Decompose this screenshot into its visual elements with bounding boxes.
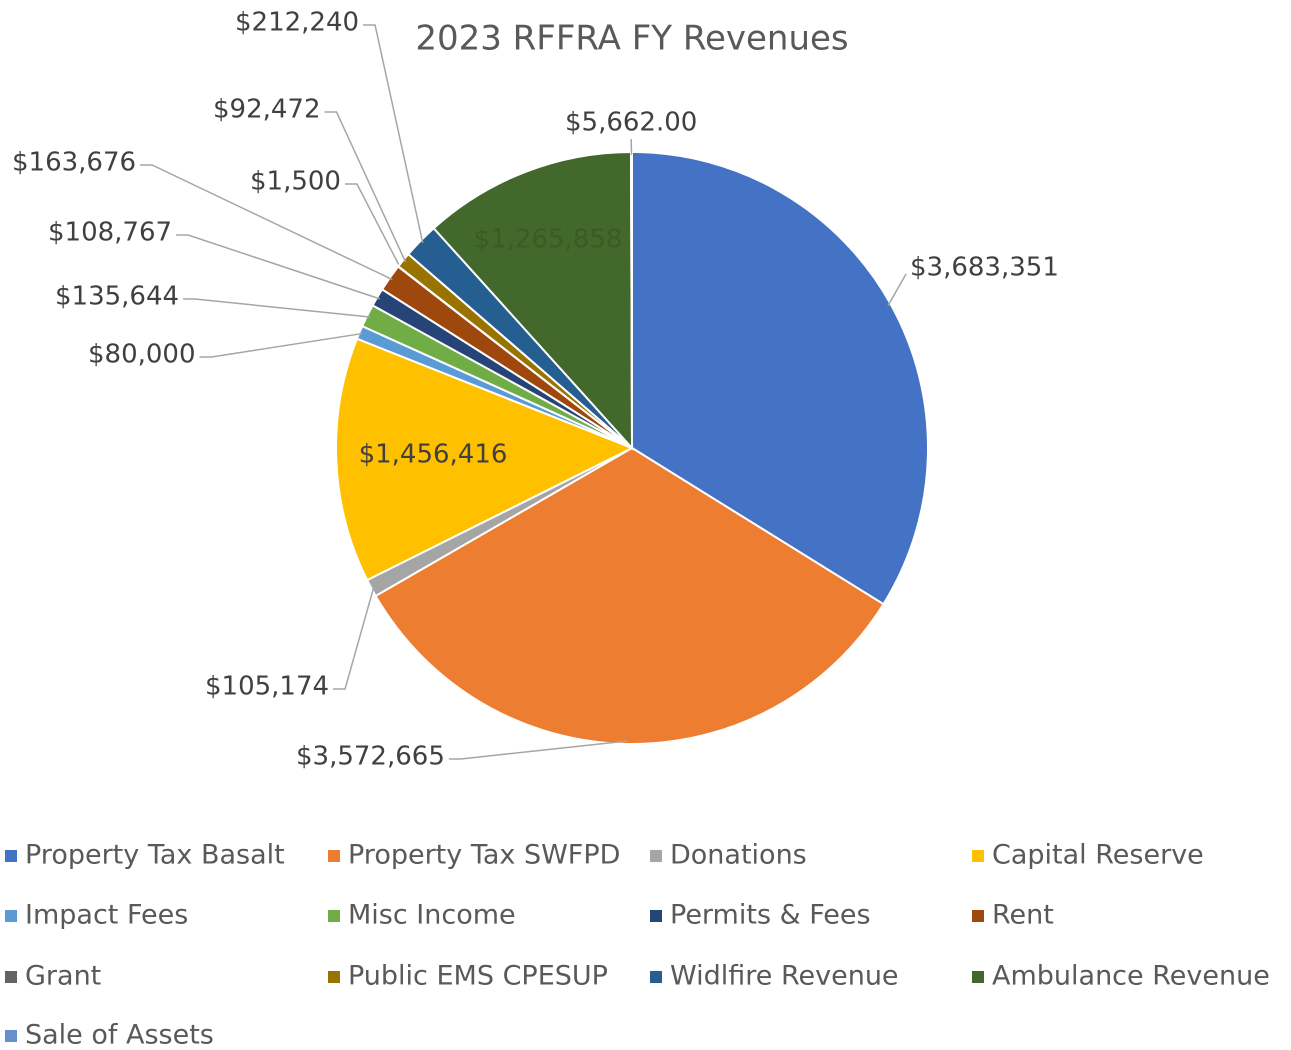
leader-line <box>183 298 370 318</box>
pie-slice <box>630 150 633 449</box>
leader-line <box>324 111 407 263</box>
legend-swatch <box>5 1030 17 1042</box>
legend-swatch <box>5 910 17 922</box>
legend-swatch <box>5 971 17 983</box>
leader-line <box>176 234 381 300</box>
leader-line <box>887 273 907 306</box>
leader-line <box>363 24 424 244</box>
data-label: $3,683,351 <box>910 253 1059 283</box>
data-label: $108,767 <box>48 218 172 248</box>
data-label: $212,240 <box>235 8 359 38</box>
legend-label: Donations <box>670 840 807 871</box>
legend-swatch <box>650 910 662 922</box>
data-label: $105,174 <box>205 672 329 702</box>
data-label: $1,456,416 <box>359 440 508 470</box>
data-label: $92,472 <box>213 95 321 125</box>
legend-label: Property Tax SWFPD <box>348 840 620 871</box>
legend-swatch <box>5 850 17 862</box>
pie-slice <box>335 337 635 582</box>
legend-swatch <box>328 850 340 862</box>
pie-slice <box>631 150 929 606</box>
legend-label: Sale of Assets <box>25 1020 214 1050</box>
legend-label: Impact Fees <box>25 900 188 931</box>
leader-line <box>199 332 363 358</box>
legend-swatch <box>328 971 340 983</box>
data-label: $1,500 <box>250 167 341 197</box>
legend-swatch <box>972 971 984 983</box>
legend-label: Rent <box>992 900 1054 931</box>
legend-label: Permits & Fees <box>670 900 871 931</box>
pie-slice <box>374 446 885 745</box>
data-label: $135,644 <box>55 282 179 312</box>
data-label: $5,662.00 <box>565 108 697 138</box>
pie-slice <box>432 150 634 451</box>
legend-label: Grant <box>25 961 101 992</box>
leader-line <box>140 164 393 281</box>
leader-line <box>448 740 628 760</box>
legend-swatch <box>650 850 662 862</box>
leader-line <box>344 183 402 269</box>
legend-label: Ambulance Revenue <box>992 961 1270 992</box>
chart-title: 2023 RFFRA FY Revenues <box>415 19 848 59</box>
data-label: $80,000 <box>88 340 196 370</box>
legend-label: Widlfire Revenue <box>670 961 899 992</box>
legend-label: Misc Income <box>348 900 516 931</box>
legend-swatch <box>972 910 984 922</box>
legend-swatch <box>650 971 662 983</box>
data-label: $3,572,665 <box>296 742 445 772</box>
leader-line <box>333 586 375 690</box>
data-label: $163,676 <box>12 148 136 178</box>
legend-label: Property Tax Basalt <box>25 840 285 871</box>
legend-label: Capital Reserve <box>992 840 1204 871</box>
legend-swatch <box>328 910 340 922</box>
data-label: $1,265,858 <box>474 225 623 255</box>
legend-label: Public EMS CPESUP <box>348 961 608 992</box>
legend-swatch <box>972 850 984 862</box>
